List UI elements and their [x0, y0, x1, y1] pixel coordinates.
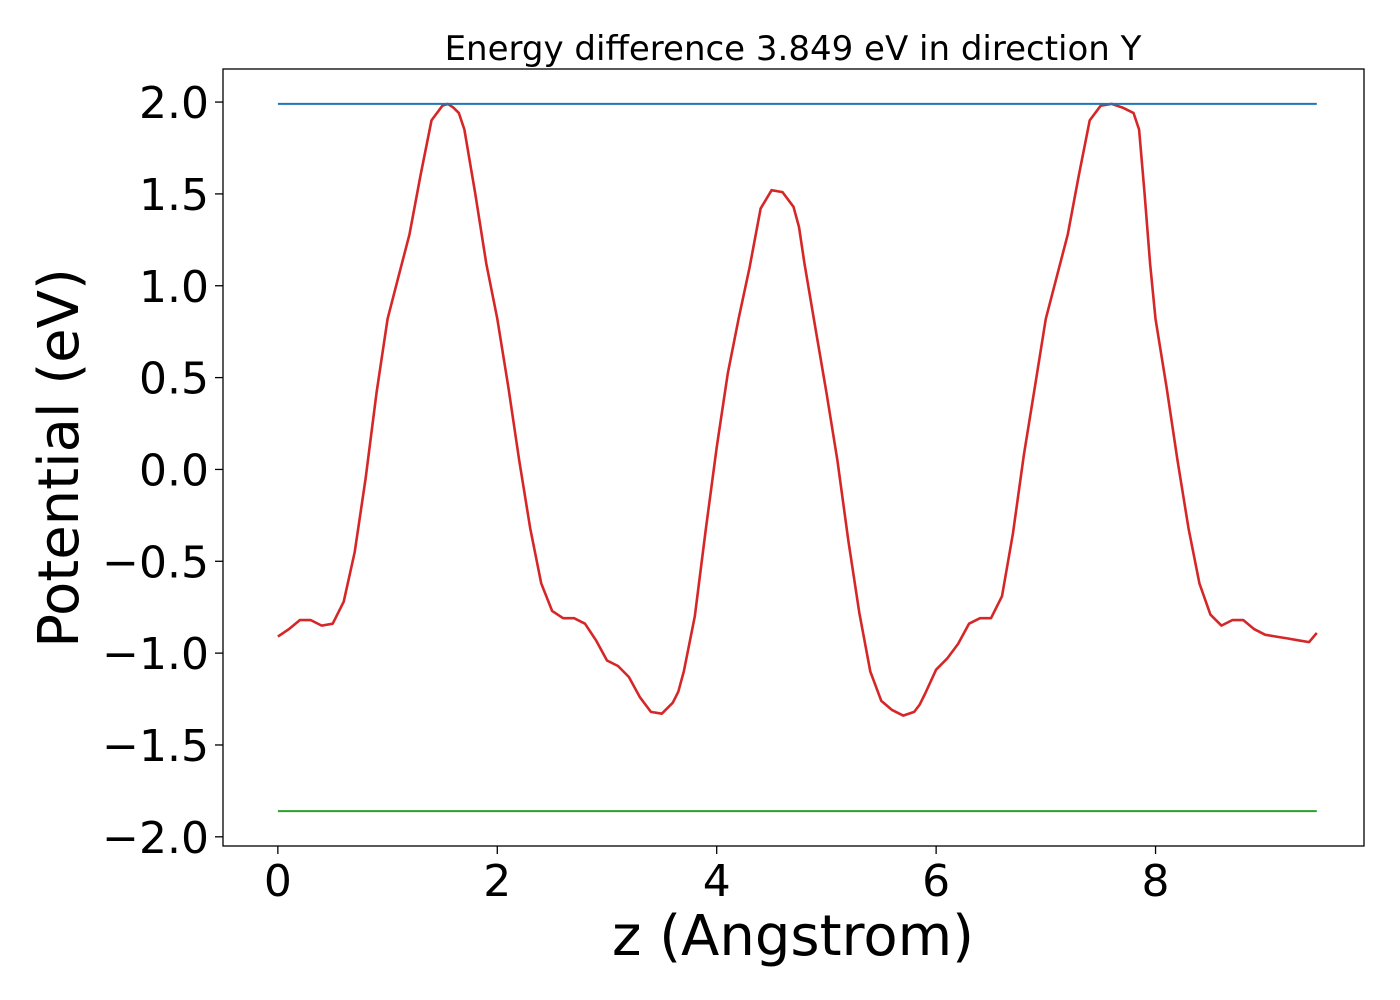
series-layer: [277, 102, 1318, 813]
y-tick-label: 0.0: [139, 445, 209, 496]
y-axis: 2.0 1.5 1.0 0.5 0.0 −0.5 −1.0 −1.5 −2.0: [102, 78, 223, 864]
chart-title: Energy difference 3.849 eV in direction …: [445, 29, 1142, 69]
x-tick-label: 0: [264, 856, 292, 907]
series-line-0: [277, 102, 1318, 717]
x-tick-label: 4: [703, 856, 731, 907]
y-tick-label: 2.0: [139, 78, 209, 129]
y-tick-label: −2.0: [102, 813, 209, 864]
plot-frame: [222, 68, 1365, 847]
y-tick-label: 1.0: [139, 262, 209, 313]
y-tick-label: 0.5: [139, 354, 209, 405]
x-axis-label: z (Angstrom): [612, 904, 974, 969]
x-axis: 0 2 4 6 8: [264, 846, 1170, 907]
y-tick-label: −1.5: [102, 721, 209, 772]
y-tick-label: 1.5: [139, 170, 209, 221]
y-tick-label: −0.5: [102, 537, 209, 588]
x-tick-label: 8: [1142, 856, 1170, 907]
y-tick-label: −1.0: [102, 629, 209, 680]
x-tick-label: 2: [483, 856, 511, 907]
x-tick-label: 6: [922, 856, 950, 907]
y-axis-label: Potential (eV): [27, 268, 92, 648]
